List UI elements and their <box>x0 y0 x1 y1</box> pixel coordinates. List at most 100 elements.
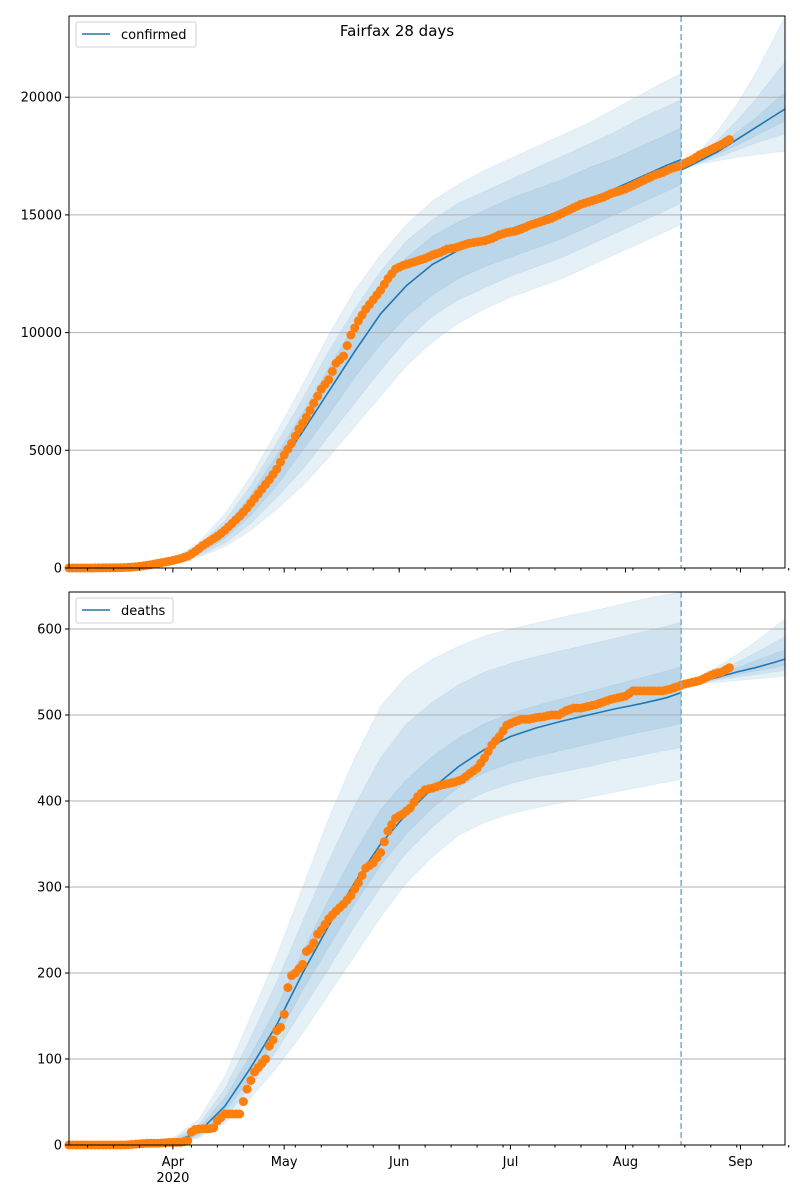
observed-point <box>149 559 159 569</box>
observed-point <box>350 884 360 894</box>
observed-point <box>268 469 278 479</box>
uncertainty-band <box>680 618 785 687</box>
observed-point <box>609 188 619 197</box>
observed-point <box>342 341 352 351</box>
y-tick-label: 10000 <box>21 326 62 341</box>
observed-point <box>617 185 627 195</box>
observed-point <box>446 778 456 788</box>
observed-point <box>283 444 293 454</box>
observed-point <box>602 696 612 706</box>
observed-point <box>320 919 330 929</box>
observed-point <box>595 193 604 203</box>
observed-point <box>305 405 315 415</box>
confirmed-uncertainty-bands <box>69 16 785 568</box>
x-tick-label: Aug <box>613 1155 638 1170</box>
observed-point <box>335 355 345 365</box>
observed-point <box>242 1084 252 1094</box>
observed-point <box>276 457 285 467</box>
observed-point <box>654 686 664 696</box>
observed-point <box>624 689 634 698</box>
confirmed-y-axis: 0 5000 10000 15000 20000 <box>21 91 69 577</box>
observed-point <box>409 797 419 807</box>
observed-point <box>387 820 397 830</box>
observed-point <box>261 479 271 489</box>
y-tick-label: 100 <box>37 1052 62 1067</box>
observed-point <box>698 148 708 158</box>
observed-point <box>498 726 508 736</box>
observed-point <box>646 172 656 182</box>
observed-point <box>491 232 501 242</box>
observed-point <box>535 217 545 227</box>
confirmed-x-axis <box>87 568 790 573</box>
confirmed-axes-frame <box>68 15 786 569</box>
observed-point <box>261 1054 271 1064</box>
observed-point <box>609 694 619 704</box>
observed-point <box>506 227 515 237</box>
deaths-axes-frame <box>68 591 786 1146</box>
observed-point <box>279 1009 289 1019</box>
observed-point <box>246 1076 256 1085</box>
observed-point <box>565 205 575 215</box>
observed-point <box>528 219 538 229</box>
observed-point <box>172 555 182 564</box>
observed-point <box>194 544 204 554</box>
y-tick-label: 400 <box>37 794 62 809</box>
observed-point <box>365 861 374 870</box>
observed-point <box>238 1097 248 1107</box>
observed-point <box>446 244 456 253</box>
observed-point <box>268 1035 278 1045</box>
observed-point <box>179 1137 189 1147</box>
observed-point <box>179 552 189 562</box>
observed-point <box>476 758 486 768</box>
x-tick-label: Jul <box>502 1155 519 1170</box>
observed-point <box>357 870 367 880</box>
observed-point <box>706 670 716 680</box>
observed-point <box>550 710 560 720</box>
observed-point <box>372 290 382 300</box>
observed-point <box>513 716 523 726</box>
observed-point <box>216 528 226 538</box>
observed-point <box>201 1124 211 1134</box>
observed-point <box>409 257 419 267</box>
observed-point <box>209 534 219 544</box>
observed-point <box>528 713 538 723</box>
observed-point <box>520 714 530 724</box>
observed-point <box>543 711 553 721</box>
observed-point <box>127 562 137 572</box>
observed-point <box>476 236 486 246</box>
observed-point <box>565 704 575 714</box>
observed-point <box>164 556 174 566</box>
uncertainty-band <box>680 16 785 171</box>
observed-point <box>276 1022 285 1032</box>
observed-point <box>224 1109 233 1119</box>
observed-point <box>431 249 441 259</box>
confirmed-panel: 0 5000 10000 15000 20000 confirmed Fairfax 2… <box>21 15 790 577</box>
observed-point <box>357 310 367 320</box>
observed-point <box>468 766 478 776</box>
observed-point <box>587 701 597 710</box>
observed-point <box>383 826 393 836</box>
observed-point <box>721 137 731 147</box>
observed-point <box>513 225 523 235</box>
observed-point <box>580 702 590 712</box>
observed-point <box>454 776 463 786</box>
observed-point <box>691 676 701 686</box>
y-tick-label: 20000 <box>21 91 62 106</box>
x-tick-label: Sep <box>728 1155 753 1170</box>
observed-point <box>298 959 308 969</box>
legend-box <box>75 597 174 624</box>
observed-point <box>691 152 701 162</box>
observed-point <box>424 252 434 262</box>
observed-point <box>224 522 233 532</box>
observed-point <box>416 255 426 265</box>
observed-point <box>698 674 708 684</box>
y-tick-label: 500 <box>37 708 62 723</box>
observed-point <box>580 198 590 208</box>
uncertainty-band <box>69 127 682 568</box>
observed-point <box>669 163 679 173</box>
observed-point <box>246 498 256 508</box>
observed-point <box>454 242 463 252</box>
deaths-gridlines <box>69 628 785 1060</box>
